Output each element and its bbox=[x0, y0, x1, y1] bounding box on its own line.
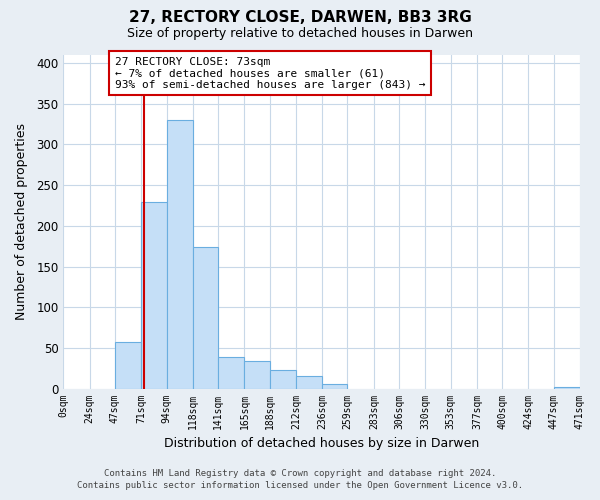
Bar bbox=[193, 247, 218, 388]
Bar bbox=[296, 376, 322, 388]
Bar bbox=[218, 357, 244, 388]
Text: 27, RECTORY CLOSE, DARWEN, BB3 3RG: 27, RECTORY CLOSE, DARWEN, BB3 3RG bbox=[128, 10, 472, 25]
Bar bbox=[115, 342, 142, 388]
Bar bbox=[167, 120, 193, 388]
Bar bbox=[244, 361, 269, 388]
Bar bbox=[269, 370, 296, 388]
Bar bbox=[554, 387, 580, 388]
Bar bbox=[142, 202, 167, 388]
Text: Size of property relative to detached houses in Darwen: Size of property relative to detached ho… bbox=[127, 28, 473, 40]
Text: 27 RECTORY CLOSE: 73sqm
← 7% of detached houses are smaller (61)
93% of semi-det: 27 RECTORY CLOSE: 73sqm ← 7% of detached… bbox=[115, 56, 425, 90]
Y-axis label: Number of detached properties: Number of detached properties bbox=[15, 124, 28, 320]
Bar bbox=[322, 384, 347, 388]
X-axis label: Distribution of detached houses by size in Darwen: Distribution of detached houses by size … bbox=[164, 437, 479, 450]
Text: Contains HM Land Registry data © Crown copyright and database right 2024.
Contai: Contains HM Land Registry data © Crown c… bbox=[77, 468, 523, 490]
